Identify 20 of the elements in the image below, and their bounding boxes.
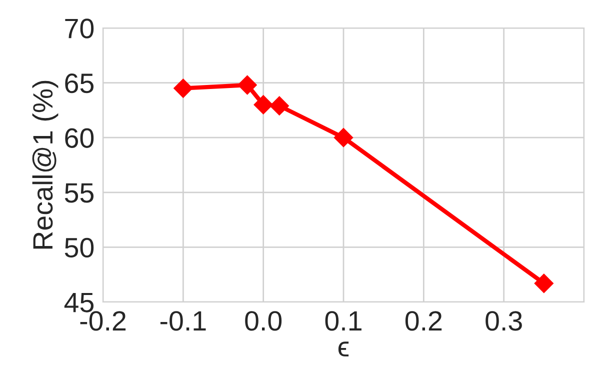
y-tick-label: 70 — [65, 18, 94, 38]
x-tick-label: 0.0 — [245, 311, 282, 331]
x-tick-label: -0.2 — [80, 311, 126, 331]
point — [270, 96, 289, 116]
x-axis-title: ϵ — [338, 342, 349, 356]
y-axis-title: Recall@1 (%) — [32, 80, 58, 249]
point — [534, 274, 554, 293]
point — [334, 128, 354, 148]
y-tick-label: 50 — [64, 238, 94, 258]
x-tick-label: 0.2 — [405, 311, 442, 331]
y-tick-label: 45 — [64, 292, 94, 312]
point — [254, 95, 273, 114]
point — [238, 75, 257, 95]
y-tick-label: 65 — [65, 73, 94, 94]
x-tick-label: 0.3 — [486, 311, 522, 331]
point — [174, 78, 193, 98]
x-tick-label: -0.1 — [160, 311, 206, 331]
y-tick-label: 60 — [65, 128, 94, 148]
y-tick-label: 55 — [64, 183, 94, 203]
x-tick-label: 0.1 — [325, 311, 362, 331]
